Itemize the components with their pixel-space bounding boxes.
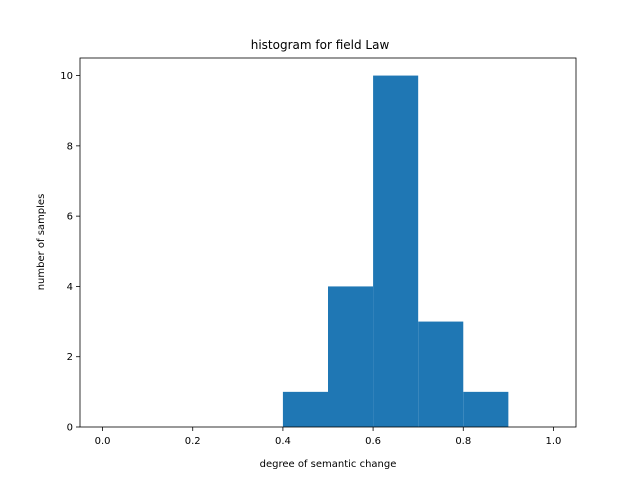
y-axis-label: number of samples (36, 194, 47, 291)
x-tick-label: 0.4 (275, 436, 291, 447)
x-tick-label: 0.2 (185, 436, 201, 447)
y-tick-label: 10 (60, 71, 73, 82)
x-ticks-group: 0.0 0.2 0.4 0.6 0.8 1.0 (95, 427, 562, 447)
x-tick-label: 0.0 (95, 436, 111, 447)
plot-frame (79, 57, 577, 428)
y-tick-label: 6 (67, 212, 73, 223)
y-tick-label: 0 (67, 423, 73, 434)
histogram-bar-2 (373, 75, 419, 428)
histogram-bar-0 (282, 391, 328, 427)
y-ticks-group: 0 2 4 6 8 10 (60, 71, 80, 434)
y-tick-label: 8 (67, 141, 73, 152)
x-axis-label: degree of semantic change (260, 459, 397, 470)
histogram-bar-3 (418, 321, 464, 427)
histogram-bar-1 (328, 286, 374, 427)
chart-title: histogram for field Law (251, 38, 390, 52)
y-tick-label: 4 (67, 282, 73, 293)
x-tick-label: 0.6 (365, 436, 381, 447)
histogram-bar-4 (463, 391, 509, 427)
y-tick-label: 2 (67, 352, 73, 363)
bars-group (282, 75, 509, 428)
x-tick-label: 0.8 (455, 436, 471, 447)
x-tick-label: 1.0 (546, 436, 562, 447)
